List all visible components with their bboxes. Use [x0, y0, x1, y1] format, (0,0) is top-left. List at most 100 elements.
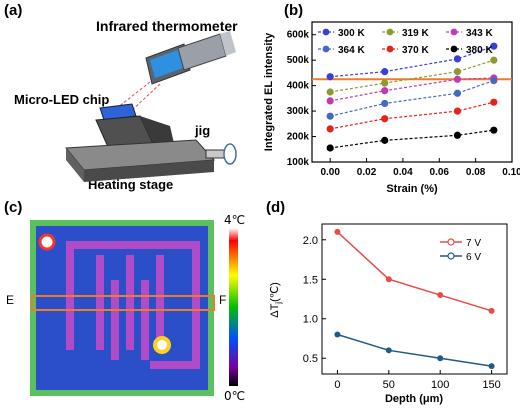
legend-marker-d [447, 252, 455, 260]
data-point-b [490, 126, 498, 134]
data-point-b [381, 115, 389, 123]
legend-marker-b [322, 45, 330, 53]
y-tick-label-b: 500k [287, 55, 310, 66]
series-line-d [337, 333, 492, 367]
legend-label-b: 364 K [338, 45, 365, 56]
x-tick-label-d: 100 [431, 379, 449, 391]
x-axis-label-b: Strain (%) [386, 183, 438, 195]
data-point-b [381, 68, 389, 76]
panel-label-c: (c) [4, 199, 23, 216]
data-point-b [326, 73, 334, 81]
legend-marker-b [386, 45, 394, 53]
data-point-d [334, 228, 341, 235]
data-point-b [490, 56, 498, 64]
data-point-d [437, 292, 444, 299]
y-tick-label-d: 2.0 [303, 235, 318, 247]
y-tick-label-d: 0.5 [303, 353, 318, 365]
x-tick-label-b: 0.10 [502, 167, 520, 178]
series-line-b [330, 77, 494, 102]
data-point-b [381, 79, 389, 87]
data-point-b [381, 87, 389, 95]
legend-marker-b [450, 28, 458, 36]
x-tick-label-b: 0.06 [430, 167, 450, 178]
setup-schematic [64, 31, 237, 182]
series-line-b [330, 129, 494, 149]
y-axis-label-d: ΔTj(℃) [269, 282, 283, 318]
colorbar-max-label: 4℃ [224, 213, 246, 227]
data-point-b [326, 97, 334, 105]
infrared-thermometer-label: Infrared thermometer [96, 18, 238, 34]
y-tick-label-b: 400k [287, 81, 310, 92]
x-tick-label-b: 0.02 [357, 167, 377, 178]
svg-text:ΔTj(℃): ΔTj(℃) [269, 282, 283, 318]
y-tick-label-d: 1.5 [303, 274, 318, 286]
x-tick-label-b: 0.04 [393, 167, 413, 178]
el-intensity-chart: 0.00 0.02 0.04 0.06 0.08 0.10 100k 200k 300k 400k… [263, 21, 520, 195]
legend-label-d: 7 V [466, 238, 481, 249]
data-point-d [488, 307, 495, 314]
data-point-b [453, 55, 462, 63]
data-point-d [437, 355, 444, 362]
rotation-arrow-icon [223, 143, 237, 165]
heating-stage-label: Heating stage [88, 177, 174, 192]
electrode-pattern [66, 241, 200, 369]
legend-marker-b [322, 28, 330, 36]
legend-label-b: 380 K [466, 45, 493, 56]
marker-e: E [6, 293, 15, 307]
data-point-b [490, 98, 498, 106]
data-point-b [453, 75, 462, 83]
data-point-b [326, 88, 334, 96]
x-tick-label-b: 0.00 [320, 167, 340, 178]
series-line-b [330, 79, 495, 117]
data-point-d [385, 276, 392, 283]
data-point-b [453, 131, 462, 139]
data-point-b [381, 136, 389, 144]
series-line-d [336, 231, 492, 312]
series-line-b [330, 59, 494, 93]
y-axis-label-d-unit: (℃) [269, 282, 281, 302]
x-axis-label-d: Depth (μm) [385, 393, 443, 405]
x-tick-label-d: 0 [334, 379, 340, 391]
y-tick-label-d: 1.0 [303, 314, 318, 326]
colorbar-min-label: 0℃ [224, 389, 246, 403]
data-point-d [334, 331, 341, 338]
hotspot-top-left [38, 233, 56, 251]
legend-marker-b [386, 28, 394, 36]
y-axis-label-d-main: ΔT [269, 303, 281, 317]
data-point-b [453, 68, 462, 76]
y-axis-label-b: Integrated EL intensity [263, 32, 275, 151]
panel-label-a: (a) [4, 2, 23, 19]
x-tick-label-b: 0.08 [466, 167, 486, 178]
data-point-b [490, 42, 498, 50]
series-line-b [330, 45, 495, 78]
y-axis-label-d-sub: j [274, 302, 283, 305]
temperature-colorbar [229, 228, 238, 386]
data-point-b [381, 99, 389, 108]
panel-label-b: (b) [284, 2, 304, 19]
legend-marker-b [450, 45, 458, 53]
thermal-map [30, 220, 238, 396]
plot-frame-d [321, 223, 508, 375]
data-point-b [326, 144, 334, 152]
panel-label-d: (d) [266, 199, 286, 216]
plot-frame-b [311, 21, 513, 163]
data-point-b [453, 89, 462, 97]
legend-label-b: 343 K [466, 28, 493, 39]
data-point-b [326, 112, 334, 120]
hotspot-bottom [153, 336, 171, 354]
y-tick-label-b: 100k [287, 157, 310, 168]
data-point-b [326, 125, 334, 133]
y-tick-label-b: 300k [287, 106, 310, 117]
legend-label-b: 300 K [338, 28, 365, 39]
legend-label-b: 370 K [402, 45, 429, 56]
data-point-b [490, 76, 498, 85]
x-tick-label-d: 150 [482, 379, 500, 391]
series-line-b [330, 101, 494, 130]
data-point-b [453, 107, 462, 115]
legend-label-d: 6 V [466, 252, 481, 263]
y-tick-label-b: 200k [287, 132, 310, 143]
y-tick-label-b: 600k [287, 30, 310, 41]
legend-marker-d [447, 238, 455, 246]
legend-label-b: 319 K [402, 28, 429, 39]
